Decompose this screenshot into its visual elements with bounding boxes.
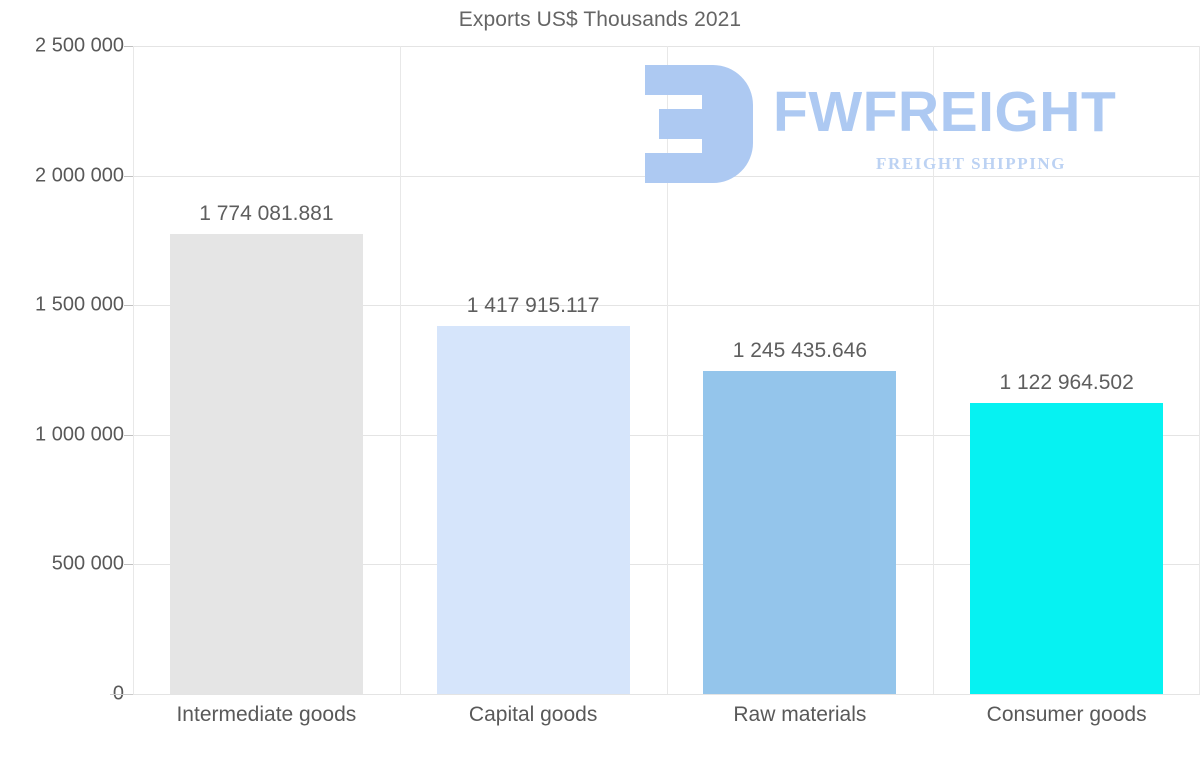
bar[interactable]	[436, 326, 630, 694]
gridline-horizontal	[133, 434, 1200, 436]
gridline-horizontal	[133, 564, 1200, 566]
bar-value-label: 1 122 964.502	[999, 370, 1134, 394]
bar[interactable]	[169, 234, 363, 694]
bar-value-label: 1 245 435.646	[732, 339, 868, 363]
y-axis-tick-label: 1 500 000	[35, 293, 124, 316]
x-axis-category-label: Intermediate goods	[176, 703, 357, 726]
gridline-horizontal	[133, 46, 1200, 47]
gridline-vertical	[400, 46, 401, 694]
y-axis-tick-mark	[124, 434, 134, 436]
y-axis-tick-mark	[124, 175, 134, 177]
y-axis-tick-mark	[124, 305, 134, 307]
gridline-vertical	[933, 46, 934, 694]
bar-value-label: 1 417 915.117	[466, 294, 600, 318]
bar[interactable]	[703, 371, 897, 694]
x-axis-category-label: Capital goods	[468, 703, 598, 726]
gridline-vertical	[133, 46, 134, 694]
y-axis-tick-mark	[124, 46, 134, 47]
y-axis-tick-label: 0	[6, 683, 124, 706]
gridline-horizontal	[133, 694, 1200, 695]
gridline-vertical	[667, 46, 668, 694]
x-axis-category-label: Raw materials	[733, 703, 867, 726]
bar-value-label: 1 774 081.881	[199, 202, 334, 226]
gridline-horizontal	[133, 305, 1200, 307]
chart-title: Exports US$ Thousands 2021	[458, 8, 742, 31]
y-axis-tick-label: 1 000 000	[35, 423, 124, 446]
y-axis: 0 500 000 1 000 000 1 500 000 2 000 000 2 500…	[0, 0, 134, 763]
bar[interactable]	[970, 402, 1164, 694]
y-axis-tick-label: 2 000 000	[35, 164, 124, 187]
y-axis-tick-label: 500 000	[51, 552, 124, 575]
x-axis-category-label: Consumer goods	[986, 703, 1147, 726]
y-axis-tick-label: 2 500 000	[35, 34, 124, 57]
plot-area	[133, 46, 1200, 695]
y-axis-tick-mark	[124, 564, 134, 566]
